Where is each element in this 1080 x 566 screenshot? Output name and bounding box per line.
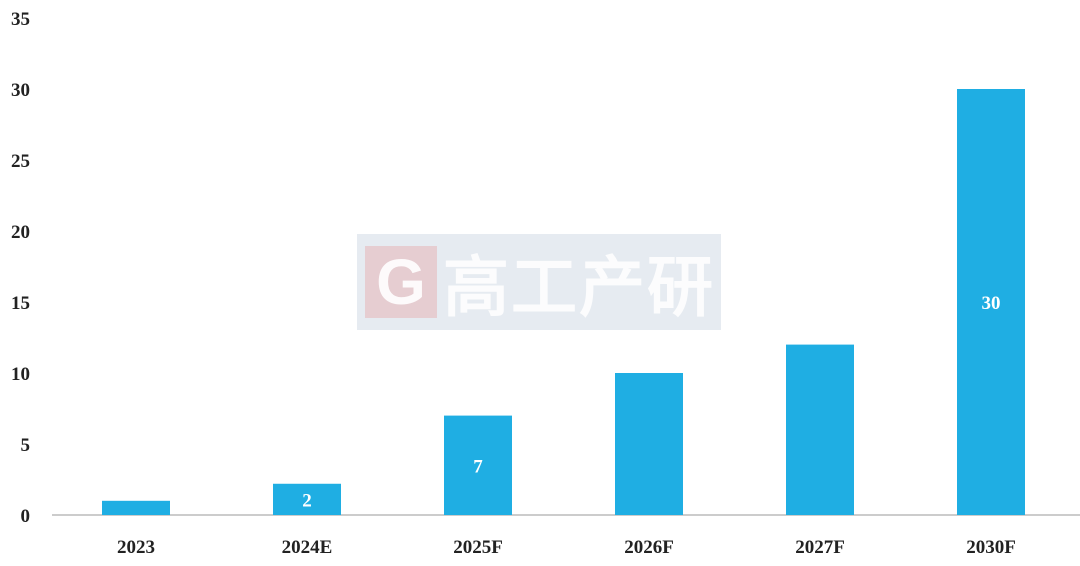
x-tick-label: 2025F [453,537,503,558]
data-label: 7 [473,456,483,477]
x-tick-label: 2023 [117,537,155,558]
x-tick-label: 2027F [795,537,845,558]
bar [615,373,683,515]
data-label: 30 [982,293,1001,314]
bar [786,344,854,515]
data-label: 2 [302,490,312,511]
watermark-logo: G [365,246,437,318]
watermark-text: 高工产研 [443,249,715,326]
watermark: G 高工产研 [357,234,721,330]
y-tick-label: 0 [21,506,31,527]
bar [957,89,1025,515]
x-tick-label: 2026F [624,537,674,558]
y-tick-label: 35 [11,9,30,30]
bar [444,415,512,515]
y-tick-label: 15 [11,293,30,314]
y-tick-label: 20 [11,222,30,243]
y-tick-label: 5 [21,435,31,456]
y-tick-label: 25 [11,151,30,172]
y-tick-label: 10 [11,364,30,385]
bar [273,483,341,515]
x-tick-label: 2024E [282,537,333,558]
x-tick-label: 2030F [966,537,1016,558]
y-tick-label: 30 [11,80,30,101]
bar [102,500,170,515]
